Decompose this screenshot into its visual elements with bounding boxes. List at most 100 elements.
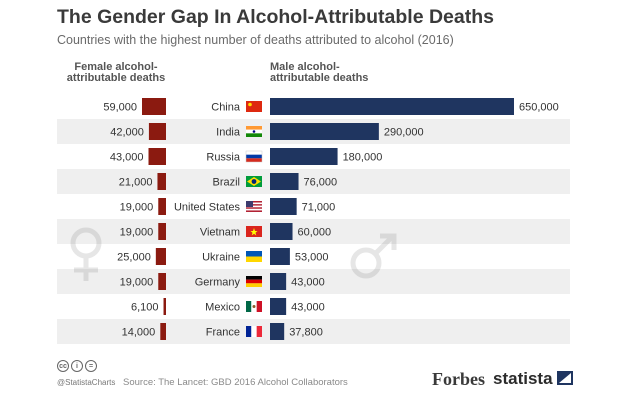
female-bar (155, 248, 166, 265)
row-stripe (57, 319, 570, 344)
male-value-label: 76,000 (304, 177, 338, 189)
female-bar (160, 323, 166, 340)
female-bar (148, 148, 166, 165)
female-bar (142, 98, 166, 115)
table-row: 19,000 United States 71,000 (120, 198, 336, 215)
table-row: 42,000 India 290,000 (110, 123, 424, 140)
germany-flag (246, 276, 262, 287)
female-value-label: 59,000 (103, 102, 137, 114)
female-bar (158, 223, 166, 240)
table-row: 19,000 Germany 43,000 (120, 273, 325, 290)
male-bar (270, 298, 287, 315)
female-value-label: 19,000 (120, 227, 154, 239)
flag-part (246, 126, 262, 130)
male-bar (270, 148, 338, 165)
male-bar (270, 123, 379, 140)
female-value-label: 6,100 (131, 302, 159, 314)
subtitle: Countries with the highest number of dea… (57, 33, 454, 47)
attribution-icon: i (71, 360, 83, 372)
female-value-label: 19,000 (120, 277, 154, 289)
license-icons: cc i = (57, 360, 97, 372)
female-bar (158, 198, 166, 215)
flag-part (246, 133, 262, 137)
flag-part (246, 301, 252, 312)
country-label: United States (174, 202, 241, 214)
female-value-label: 43,000 (110, 152, 144, 164)
footer-source: Source: The Lancet: GBD 2016 Alcohol Col… (123, 377, 348, 388)
statista-logo-icon (557, 371, 574, 385)
brazil-flag (246, 176, 262, 187)
flag-part (246, 256, 262, 262)
female-bar (158, 273, 166, 290)
flag-part (246, 326, 252, 337)
table-row: 25,000 Ukraine 53,000 (117, 248, 329, 265)
flag-part (246, 158, 262, 162)
russia-flag (245, 150, 263, 163)
flag-stripe (246, 207, 262, 209)
male-value-label: 43,000 (291, 302, 325, 314)
male-bar (270, 173, 299, 190)
female-value-label: 25,000 (117, 252, 151, 264)
flag-part (246, 283, 262, 287)
male-bar (270, 223, 293, 240)
flag-emblem (252, 305, 256, 308)
ukraine-flag (246, 251, 262, 262)
flag-part (246, 151, 262, 155)
female-bar (163, 298, 166, 315)
table-row: 19,000 Vietnam 60,000 (120, 223, 331, 240)
flag-part (256, 301, 262, 312)
flag-stripe (246, 205, 262, 208)
country-label: Ukraine (202, 252, 240, 264)
flag-wheel (252, 130, 256, 133)
flag-part (251, 326, 257, 337)
country-label: India (216, 127, 241, 139)
table-row: 59,000 China 650,000 (103, 98, 559, 115)
male-bar (270, 248, 290, 265)
flag-part (246, 279, 262, 284)
flag-stripe (246, 204, 262, 206)
table-row: 6,100 Mexico 43,000 (131, 298, 325, 315)
flag-stripe (246, 202, 262, 205)
table-row: 14,000 France 37,800 (122, 323, 323, 340)
male-bar (270, 98, 514, 115)
flag-border (245, 150, 263, 163)
male-column-header: Male alcohol- attributable deaths (270, 61, 369, 84)
country-label: Vietnam (200, 227, 240, 239)
country-label: Germany (195, 277, 241, 289)
country-label: Mexico (205, 302, 240, 314)
flag-stripe (246, 208, 262, 211)
flag-globe (251, 179, 257, 184)
male-value-label: 71,000 (302, 202, 336, 214)
flag-part (246, 154, 262, 159)
flag-part (246, 101, 262, 112)
female-bar (148, 123, 166, 140)
flag-part (246, 276, 262, 280)
row-stripe (57, 219, 570, 244)
male-symbol-icon (350, 233, 397, 279)
no-derivatives-icon: = (85, 360, 97, 372)
flag-stripe (246, 210, 262, 212)
female-bar (157, 173, 166, 190)
female-value-label: 19,000 (120, 202, 154, 214)
country-label: France (206, 327, 240, 339)
united-states-flag (246, 201, 262, 212)
row-stripe (57, 169, 570, 194)
vietnam-flag (246, 226, 262, 237)
mexico-flag (246, 301, 262, 312)
flag-part (246, 201, 253, 207)
country-label: Brazil (212, 177, 240, 189)
male-bar (270, 323, 285, 340)
flag-part (246, 251, 262, 257)
statista-logo: statista (493, 369, 574, 389)
flag-star (250, 228, 258, 236)
country-label: Russia (206, 152, 241, 164)
china-flag (246, 101, 262, 112)
male-value-label: 43,000 (291, 277, 325, 289)
female-value-label: 42,000 (110, 127, 144, 139)
female-column-header: Female alcohol- attributable deaths (66, 61, 166, 84)
country-label: China (211, 102, 241, 114)
female-value-label: 14,000 (122, 327, 156, 339)
flag-star (248, 102, 252, 107)
footer-handle: @StatistaCharts (57, 378, 116, 387)
